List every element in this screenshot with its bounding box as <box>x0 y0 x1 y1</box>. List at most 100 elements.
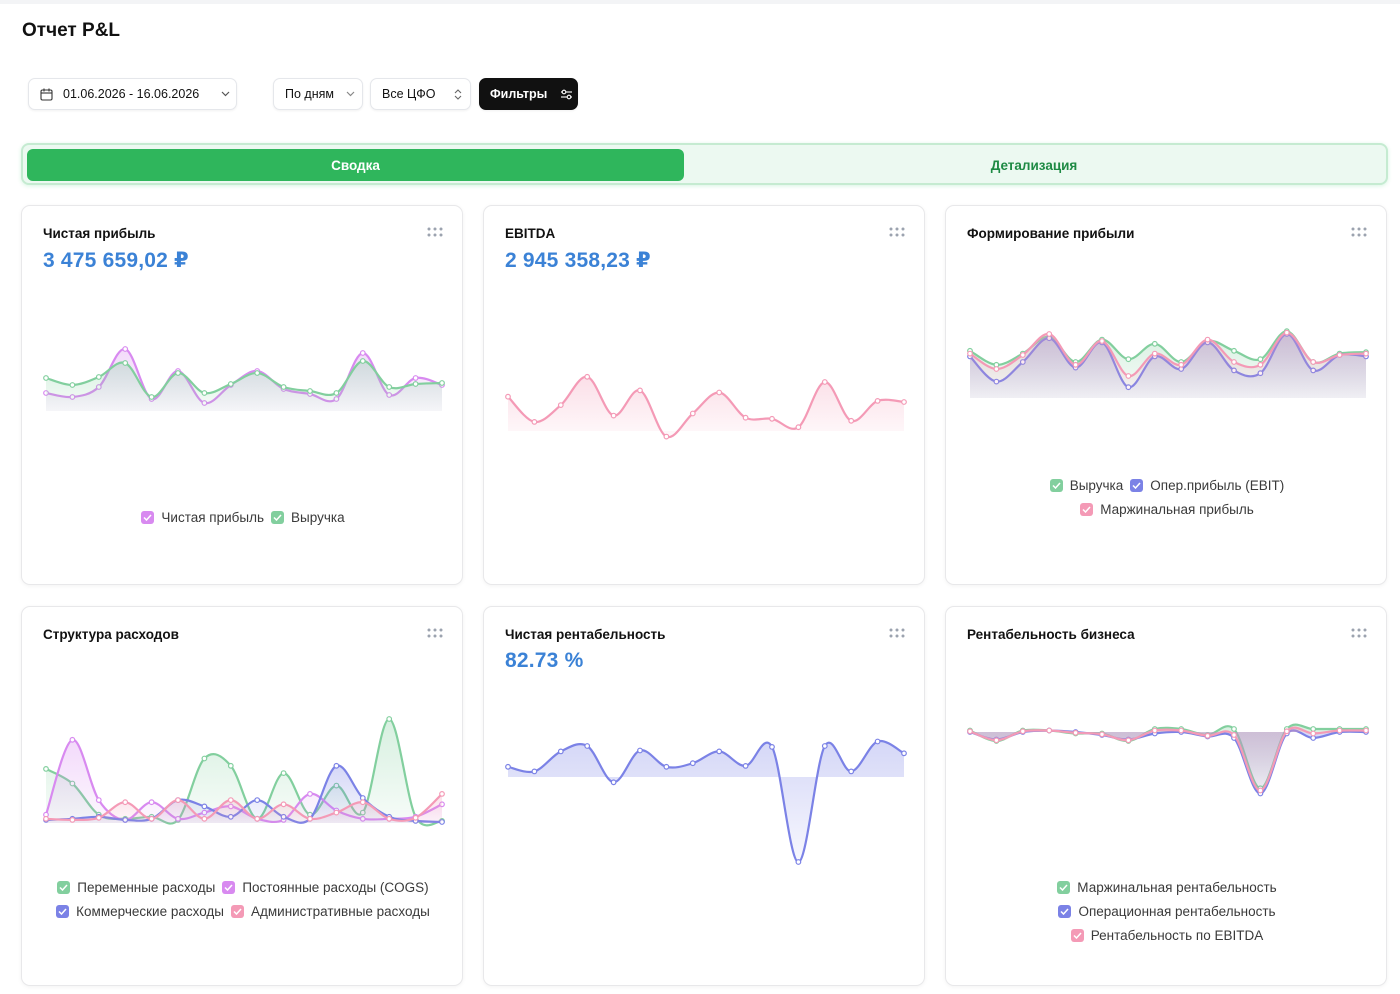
data-point[interactable] <box>1283 728 1290 735</box>
data-point[interactable] <box>584 743 591 749</box>
data-point[interactable] <box>795 859 802 865</box>
data-point[interactable] <box>716 389 723 396</box>
tab-details[interactable]: Детализация <box>990 157 1078 173</box>
data-point[interactable] <box>1151 727 1158 734</box>
filters-button[interactable]: Фильтры <box>479 78 578 110</box>
legend-item-net-profit[interactable]: Чистая прибыль <box>141 510 264 525</box>
data-point[interactable] <box>1363 350 1369 357</box>
data-point[interactable] <box>280 801 287 808</box>
data-point[interactable] <box>993 366 1000 372</box>
legend-item-revenue[interactable]: Выручка <box>1049 478 1123 493</box>
data-point[interactable] <box>742 763 749 769</box>
data-point[interactable] <box>848 417 855 424</box>
data-point[interactable] <box>1310 359 1317 365</box>
data-point[interactable] <box>689 410 696 417</box>
data-point[interactable] <box>1310 730 1317 737</box>
data-point[interactable] <box>122 360 129 366</box>
legend-item-margin-profit[interactable]: Маржинальная прибыль <box>1080 502 1254 517</box>
data-point[interactable] <box>412 375 419 381</box>
dots-grid-icon[interactable] <box>1351 628 1367 638</box>
data-point[interactable] <box>333 390 340 396</box>
data-point[interactable] <box>254 815 261 822</box>
data-point[interactable] <box>637 387 643 394</box>
data-point[interactable] <box>1231 732 1237 738</box>
data-point[interactable] <box>1363 727 1369 734</box>
data-point[interactable] <box>742 414 749 421</box>
legend-item-operating-profitability[interactable]: Операционная рентабельность <box>1058 904 1276 919</box>
data-point[interactable] <box>716 748 723 755</box>
data-point[interactable] <box>1125 373 1132 379</box>
data-point[interactable] <box>359 358 366 364</box>
data-point[interactable] <box>307 388 313 394</box>
data-point[interactable] <box>689 760 696 767</box>
data-point[interactable] <box>359 799 366 806</box>
data-point[interactable] <box>122 346 129 352</box>
period-select[interactable]: По дням <box>273 78 363 110</box>
data-point[interactable] <box>1151 340 1158 347</box>
data-point[interactable] <box>1336 727 1343 734</box>
legend-item-revenue[interactable]: Выручка <box>271 510 345 525</box>
data-point[interactable] <box>69 736 76 743</box>
data-point[interactable] <box>1019 728 1026 735</box>
data-point[interactable] <box>531 418 538 425</box>
data-point[interactable] <box>1204 732 1211 739</box>
legend-item-margin-profitability[interactable]: Маржинальная рентабельность <box>1057 880 1277 895</box>
legend-item-cogs[interactable]: Постоянные расходы (COGS) <box>222 880 429 895</box>
data-point[interactable] <box>386 815 393 822</box>
data-point[interactable] <box>967 350 973 357</box>
data-point[interactable] <box>412 814 419 821</box>
dots-grid-icon[interactable] <box>427 628 443 638</box>
data-point[interactable] <box>201 815 208 822</box>
data-point[interactable] <box>663 763 670 770</box>
data-point[interactable] <box>848 768 855 775</box>
data-point[interactable] <box>967 728 973 735</box>
data-point[interactable] <box>333 762 340 769</box>
data-point[interactable] <box>201 803 208 810</box>
data-point[interactable] <box>95 814 102 821</box>
data-point[interactable] <box>821 379 828 385</box>
data-point[interactable] <box>874 397 881 404</box>
data-point[interactable] <box>1099 731 1105 738</box>
data-point[interactable] <box>1046 331 1053 337</box>
data-point[interactable] <box>584 373 591 380</box>
data-point[interactable] <box>610 779 617 786</box>
data-point[interactable] <box>280 384 287 390</box>
data-point[interactable] <box>69 382 76 388</box>
data-point[interactable] <box>637 747 643 754</box>
data-point[interactable] <box>531 768 538 775</box>
dots-grid-icon[interactable] <box>889 227 905 237</box>
legend-item-ebitda-profitability[interactable]: Рентабельность по EBITDA <box>1070 928 1263 943</box>
data-point[interactable] <box>175 370 181 376</box>
data-point[interactable] <box>254 370 261 376</box>
data-point[interactable] <box>901 750 907 757</box>
data-point[interactable] <box>439 790 445 797</box>
data-point[interactable] <box>505 763 511 770</box>
data-point[interactable] <box>227 797 234 803</box>
data-point[interactable] <box>1178 727 1185 734</box>
data-point[interactable] <box>505 393 511 400</box>
data-point[interactable] <box>227 381 234 387</box>
data-point[interactable] <box>1178 361 1185 368</box>
data-point[interactable] <box>307 815 313 822</box>
data-point[interactable] <box>769 415 775 422</box>
data-point[interactable] <box>95 797 102 803</box>
data-point[interactable] <box>148 799 155 806</box>
data-point[interactable] <box>386 384 393 390</box>
data-point[interactable] <box>1257 356 1264 363</box>
data-point[interactable] <box>993 737 1000 744</box>
data-point[interactable] <box>43 765 49 772</box>
data-point[interactable] <box>1231 359 1237 365</box>
data-point[interactable] <box>1125 737 1132 744</box>
data-point[interactable] <box>1046 727 1053 734</box>
legend-item-variable-costs[interactable]: Переменные расходы <box>57 880 215 895</box>
data-point[interactable] <box>557 402 564 408</box>
data-point[interactable] <box>1336 352 1343 358</box>
data-point[interactable] <box>1257 787 1264 794</box>
data-point[interactable] <box>795 424 802 431</box>
data-point[interactable] <box>1072 729 1079 736</box>
data-point[interactable] <box>663 433 670 440</box>
data-point[interactable] <box>1283 329 1290 336</box>
data-point[interactable] <box>148 394 155 400</box>
dots-grid-icon[interactable] <box>889 628 905 638</box>
data-point[interactable] <box>1072 361 1079 368</box>
